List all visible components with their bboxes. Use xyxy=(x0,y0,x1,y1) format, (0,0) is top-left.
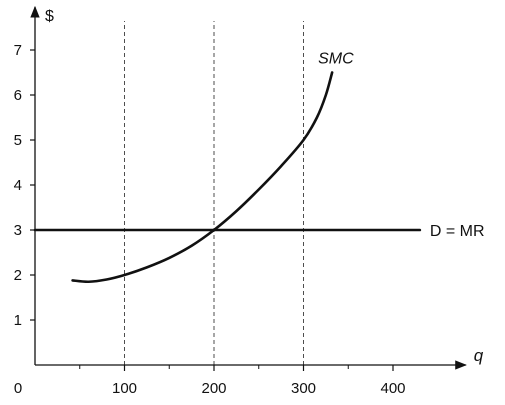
label-layer: 1 2 3 4 5 6 7 100 200 300 400 0 $ q SMC D = MR xyxy=(14,8,485,397)
y-tick-label-1: 1 xyxy=(14,312,22,329)
series-layer xyxy=(33,71,422,284)
y-tick-label-7: 7 xyxy=(14,42,22,59)
y-tick-label-3: 3 xyxy=(14,222,22,239)
x-tick-label-400: 400 xyxy=(380,380,405,397)
origin-label: 0 xyxy=(14,380,22,397)
x-axis-label: q xyxy=(474,346,484,365)
y-tick-label-2: 2 xyxy=(14,267,22,284)
x-tick-label-100: 100 xyxy=(112,380,137,397)
y-tick-label-4: 4 xyxy=(14,177,22,194)
y-tick-label-5: 5 xyxy=(14,132,22,149)
grid-layer xyxy=(124,21,304,365)
series-d-mr-label: D = MR xyxy=(430,223,485,240)
x-tick-label-300: 300 xyxy=(291,380,316,397)
x-tick-label-200: 200 xyxy=(201,380,226,397)
y-tick-label-6: 6 xyxy=(14,87,22,104)
series-smc-line xyxy=(71,71,334,284)
axis-layer xyxy=(30,5,467,371)
series-smc-label: SMC xyxy=(318,51,354,68)
y-axis-label: $ xyxy=(45,8,54,25)
